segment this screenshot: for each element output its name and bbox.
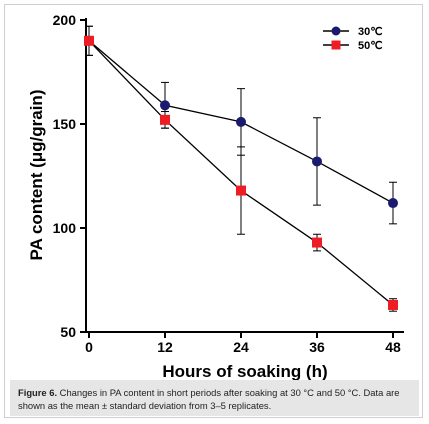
y-tick-label: 100 <box>53 220 77 236</box>
caption-label: Figure 6. <box>18 387 58 398</box>
x-tick-label: 24 <box>233 339 249 355</box>
data-point-square <box>84 35 94 46</box>
chart: 0 12 24 36 48 50 100 150 200 PA content (μg/grai… <box>27 12 404 380</box>
y-tick-label: 150 <box>53 116 77 132</box>
data-point-circle <box>236 116 246 127</box>
x-axis-title: Hours of soaking (h) <box>162 362 327 380</box>
data-point-square <box>312 237 322 248</box>
x-tick-label: 12 <box>157 339 173 355</box>
legend-marker-30 <box>331 26 341 36</box>
y-tick-label: 200 <box>53 12 77 28</box>
series-layer <box>84 25 398 312</box>
data-point-square <box>388 299 398 310</box>
x-tick-label: 48 <box>385 339 401 355</box>
y-axis-title: PA content (μg/grain) <box>27 90 46 261</box>
x-tick-label: 36 <box>309 339 325 355</box>
caption-text: Changes in PA content in short periods a… <box>18 387 400 411</box>
y-tick-label: 50 <box>60 324 76 340</box>
data-point-circle <box>388 198 398 209</box>
legend: 30℃ 50℃ <box>323 26 383 52</box>
data-point-circle <box>160 100 170 111</box>
axes <box>85 18 404 333</box>
figure-frame <box>4 4 423 418</box>
legend-label-50: 50℃ <box>358 40 383 52</box>
data-point-circle <box>312 156 322 167</box>
x-tick-label: 0 <box>85 339 93 355</box>
legend-label-30: 30℃ <box>358 26 383 38</box>
ticks: 0 12 24 36 48 50 100 150 200 <box>53 12 401 355</box>
data-point-square <box>236 185 246 196</box>
data-point-square <box>160 114 170 125</box>
figure-caption: Figure 6. Changes in PA content in short… <box>10 380 419 416</box>
legend-marker-50 <box>331 40 341 50</box>
